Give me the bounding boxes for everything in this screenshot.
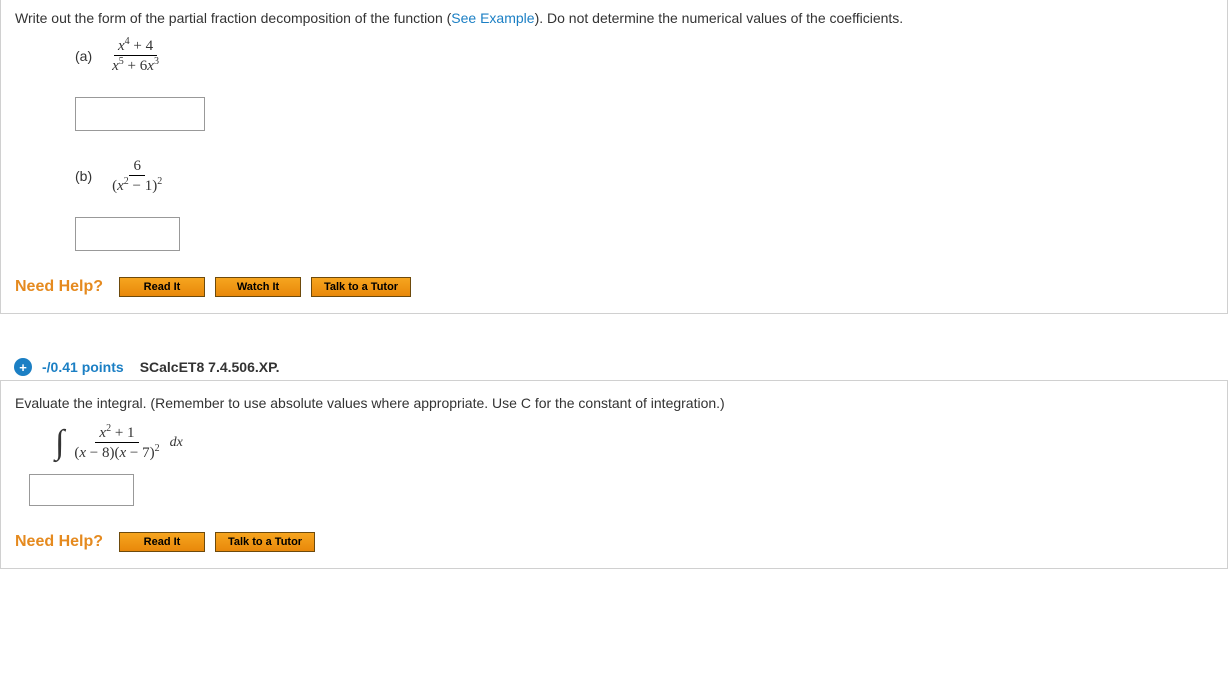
q2-numerator: x2 + 1 [95,423,138,443]
question-2-box: Evaluate the integral. (Remember to use … [0,380,1228,569]
q2-header-bar: + -/0.41 points SCalcET8 7.4.506.XP. [0,354,1228,380]
q1-instruction-post: ). Do not determine the numerical values… [535,10,904,26]
part-a-expression: x4 + 4 x5 + 6x3 [108,36,163,75]
q2-fraction: x2 + 1 (x − 8)(x − 7)2 [70,423,163,462]
q2-points: -/0.41 points [42,359,124,375]
talk-to-tutor-button[interactable]: Talk to a Tutor [215,532,315,552]
read-it-button[interactable]: Read It [119,277,205,297]
part-a-numerator: x4 + 4 [114,36,157,56]
q1-instruction-pre: Write out the form of the partial fracti… [15,10,451,26]
part-b-label: (b) [75,168,92,184]
q2-denominator: (x − 8)(x − 7)2 [70,443,163,462]
q1-instruction: Write out the form of the partial fracti… [15,10,1213,26]
part-a-label: (a) [75,48,92,64]
question-1-box: Write out the form of the partial fracti… [0,0,1228,314]
q2-integral: ∫ x2 + 1 (x − 8)(x − 7)2 dx [55,423,1213,462]
need-help-label: Need Help? [15,278,103,296]
part-b-expression: 6 (x2 − 1)2 [108,157,166,195]
q1-need-help-row: Need Help? Read It Watch It Talk to a Tu… [15,277,1213,297]
q2-instruction: Evaluate the integral. (Remember to use … [15,395,1213,413]
part-b-answer-input[interactable] [75,217,180,251]
q2-need-help-row: Need Help? Read It Talk to a Tutor [15,532,1213,552]
read-it-button[interactable]: Read It [119,532,205,552]
q2-dx: dx [170,435,183,451]
part-b-numerator: 6 [129,157,145,176]
q1-part-b: (b) 6 (x2 − 1)2 [75,157,1213,195]
see-example-link[interactable]: See Example [451,10,534,26]
expand-icon[interactable]: + [14,358,32,376]
q1-part-a: (a) x4 + 4 x5 + 6x3 [75,36,1213,75]
integral-icon: ∫ [55,424,64,462]
watch-it-button[interactable]: Watch It [215,277,301,297]
q2-id: SCalcET8 7.4.506.XP. [140,359,280,375]
part-b-denominator: (x2 − 1)2 [108,176,166,195]
part-a-answer-input[interactable] [75,97,205,131]
part-a-denominator: x5 + 6x3 [108,56,163,75]
need-help-label: Need Help? [15,533,103,551]
talk-to-tutor-button[interactable]: Talk to a Tutor [311,277,411,297]
q2-answer-input[interactable] [29,474,134,506]
q2-instruction-text: Evaluate the integral. (Remember to use … [15,395,725,411]
